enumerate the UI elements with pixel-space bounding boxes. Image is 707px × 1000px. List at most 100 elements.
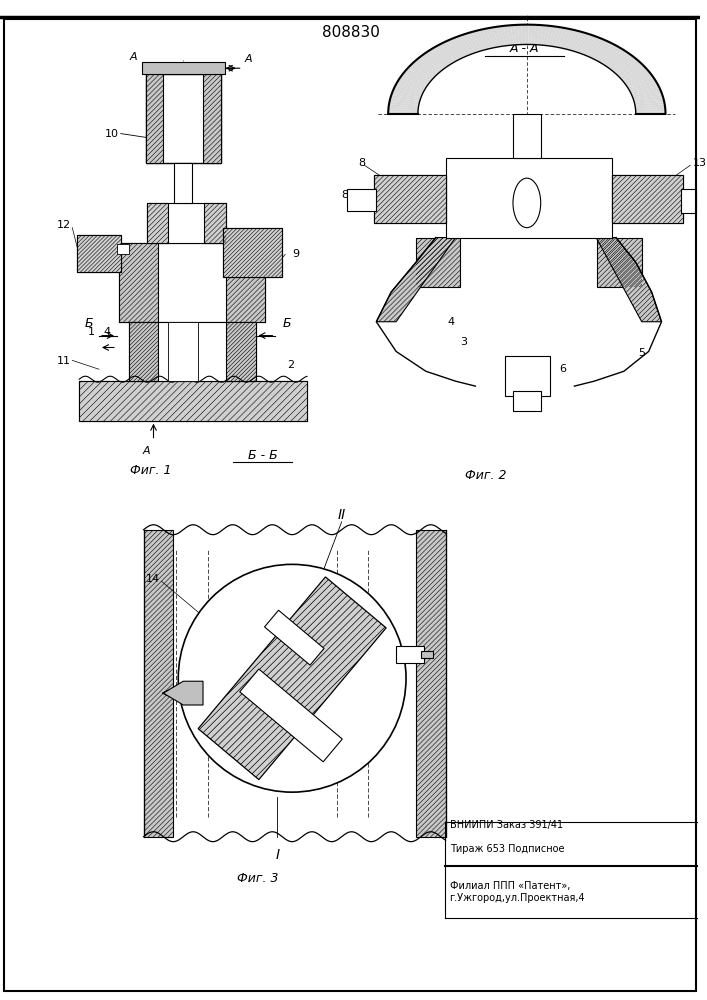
Text: Фиг. 2: Фиг. 2 bbox=[464, 469, 506, 482]
Polygon shape bbox=[429, 49, 452, 64]
Polygon shape bbox=[413, 61, 439, 74]
Polygon shape bbox=[489, 27, 500, 47]
Polygon shape bbox=[578, 35, 595, 53]
Text: Фиг. 1: Фиг. 1 bbox=[130, 464, 171, 477]
Polygon shape bbox=[559, 29, 572, 48]
Polygon shape bbox=[585, 39, 604, 56]
Text: А: А bbox=[143, 446, 151, 456]
Circle shape bbox=[178, 564, 406, 792]
Polygon shape bbox=[514, 25, 520, 45]
Polygon shape bbox=[507, 25, 514, 45]
Bar bbox=[175, 163, 192, 203]
Polygon shape bbox=[539, 25, 547, 45]
Polygon shape bbox=[465, 33, 481, 52]
Bar bbox=[117, 244, 129, 254]
Polygon shape bbox=[549, 26, 558, 46]
Bar bbox=[77, 235, 121, 272]
Text: А: А bbox=[130, 52, 138, 62]
Polygon shape bbox=[468, 32, 484, 51]
Polygon shape bbox=[636, 107, 665, 110]
Polygon shape bbox=[407, 67, 434, 79]
Bar bbox=[168, 322, 198, 381]
Polygon shape bbox=[626, 77, 655, 87]
Polygon shape bbox=[542, 26, 551, 45]
Polygon shape bbox=[503, 26, 511, 45]
Bar bbox=[119, 243, 265, 322]
Polygon shape bbox=[395, 84, 424, 92]
Polygon shape bbox=[573, 33, 589, 52]
Polygon shape bbox=[570, 32, 585, 51]
Polygon shape bbox=[446, 40, 466, 57]
Polygon shape bbox=[415, 59, 440, 73]
Polygon shape bbox=[420, 55, 445, 70]
Polygon shape bbox=[389, 102, 419, 106]
Polygon shape bbox=[619, 67, 647, 79]
Polygon shape bbox=[510, 25, 517, 45]
Text: Б: Б bbox=[283, 317, 291, 330]
Polygon shape bbox=[388, 111, 418, 114]
Polygon shape bbox=[203, 74, 221, 163]
Polygon shape bbox=[631, 88, 661, 96]
Polygon shape bbox=[402, 73, 430, 84]
Polygon shape bbox=[607, 54, 632, 68]
Polygon shape bbox=[163, 681, 203, 705]
Polygon shape bbox=[634, 97, 664, 103]
Text: 12: 12 bbox=[57, 220, 71, 230]
Polygon shape bbox=[605, 52, 629, 67]
Bar bbox=[612, 175, 684, 223]
Polygon shape bbox=[390, 95, 421, 101]
Polygon shape bbox=[580, 36, 598, 54]
Polygon shape bbox=[562, 29, 575, 49]
Polygon shape bbox=[596, 238, 662, 322]
Polygon shape bbox=[390, 97, 420, 103]
Polygon shape bbox=[397, 82, 426, 90]
Polygon shape bbox=[588, 40, 607, 57]
Bar bbox=[374, 175, 445, 223]
Bar bbox=[445, 158, 612, 238]
Polygon shape bbox=[223, 228, 282, 277]
Bar bbox=[396, 646, 424, 663]
Polygon shape bbox=[592, 43, 613, 60]
Polygon shape bbox=[617, 63, 643, 76]
Polygon shape bbox=[636, 111, 665, 114]
Polygon shape bbox=[472, 31, 486, 50]
Polygon shape bbox=[79, 381, 307, 421]
Polygon shape bbox=[525, 25, 529, 44]
Polygon shape bbox=[129, 322, 158, 381]
Text: 3: 3 bbox=[460, 337, 467, 347]
Polygon shape bbox=[618, 65, 645, 77]
Polygon shape bbox=[376, 238, 455, 322]
Polygon shape bbox=[627, 79, 656, 89]
Polygon shape bbox=[449, 39, 468, 56]
Polygon shape bbox=[146, 203, 168, 243]
Polygon shape bbox=[462, 34, 479, 53]
Polygon shape bbox=[400, 75, 428, 85]
Polygon shape bbox=[226, 243, 265, 322]
Bar bbox=[682, 189, 696, 213]
Polygon shape bbox=[424, 52, 448, 67]
Polygon shape bbox=[568, 31, 582, 50]
Polygon shape bbox=[635, 104, 665, 108]
Polygon shape bbox=[399, 77, 428, 87]
Polygon shape bbox=[475, 30, 489, 49]
Polygon shape bbox=[393, 88, 423, 96]
Text: г.Ужгород,ул.Проектная,4: г.Ужгород,ул.Проектная,4 bbox=[450, 893, 585, 903]
Bar bbox=[146, 203, 226, 243]
Polygon shape bbox=[613, 59, 638, 73]
Polygon shape bbox=[631, 86, 660, 94]
Text: Фиг. 3: Фиг. 3 bbox=[237, 872, 279, 885]
Polygon shape bbox=[633, 95, 663, 101]
Text: 6: 6 bbox=[559, 364, 566, 374]
Polygon shape bbox=[479, 29, 491, 49]
Polygon shape bbox=[486, 28, 497, 48]
Bar bbox=[513, 114, 541, 158]
Polygon shape bbox=[583, 37, 602, 55]
Polygon shape bbox=[633, 93, 662, 99]
Text: Б: Б bbox=[85, 317, 93, 330]
Polygon shape bbox=[455, 36, 473, 54]
Polygon shape bbox=[634, 100, 665, 105]
Polygon shape bbox=[390, 100, 419, 105]
Polygon shape bbox=[632, 91, 662, 97]
Bar bbox=[346, 189, 376, 211]
Text: А - А: А - А bbox=[510, 42, 539, 55]
